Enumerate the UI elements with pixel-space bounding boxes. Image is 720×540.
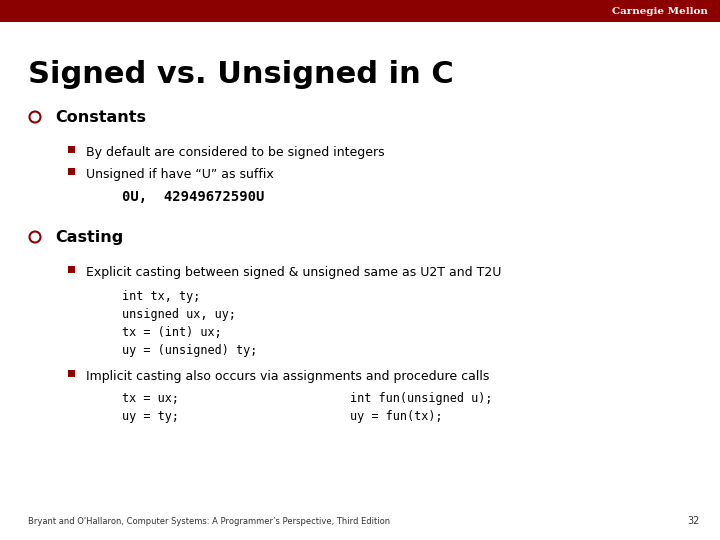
Text: Bryant and O'Hallaron, Computer Systems: A Programmer’s Perspective, Third Editi: Bryant and O'Hallaron, Computer Systems:… bbox=[28, 517, 390, 526]
Bar bbox=[0, 0, 720, 22]
Text: uy = (unsigned) ty;: uy = (unsigned) ty; bbox=[122, 344, 257, 357]
Bar bbox=[68, 266, 75, 273]
Text: Unsigned if have “U” as suffix: Unsigned if have “U” as suffix bbox=[86, 168, 274, 181]
Text: Signed vs. Unsigned in C: Signed vs. Unsigned in C bbox=[28, 60, 454, 89]
Text: tx = ux;: tx = ux; bbox=[122, 392, 179, 405]
Text: 32: 32 bbox=[688, 516, 700, 526]
Text: Casting: Casting bbox=[55, 230, 123, 245]
Text: By default are considered to be signed integers: By default are considered to be signed i… bbox=[86, 146, 384, 159]
Text: int fun(unsigned u);: int fun(unsigned u); bbox=[350, 392, 492, 405]
Text: Carnegie Mellon: Carnegie Mellon bbox=[612, 6, 708, 16]
Text: tx = (int) ux;: tx = (int) ux; bbox=[122, 326, 222, 339]
Bar bbox=[68, 168, 75, 175]
Text: 0U,  42949672590U: 0U, 42949672590U bbox=[122, 190, 264, 204]
Bar bbox=[68, 370, 75, 377]
Text: Implicit casting also occurs via assignments and procedure calls: Implicit casting also occurs via assignm… bbox=[86, 370, 490, 383]
Text: uy = fun(tx);: uy = fun(tx); bbox=[350, 410, 443, 423]
Bar bbox=[68, 146, 75, 153]
Text: unsigned ux, uy;: unsigned ux, uy; bbox=[122, 308, 236, 321]
Text: Constants: Constants bbox=[55, 110, 146, 125]
Text: uy = ty;: uy = ty; bbox=[122, 410, 179, 423]
Text: Explicit casting between signed & unsigned same as U2T and T2U: Explicit casting between signed & unsign… bbox=[86, 266, 501, 279]
Text: int tx, ty;: int tx, ty; bbox=[122, 290, 200, 303]
